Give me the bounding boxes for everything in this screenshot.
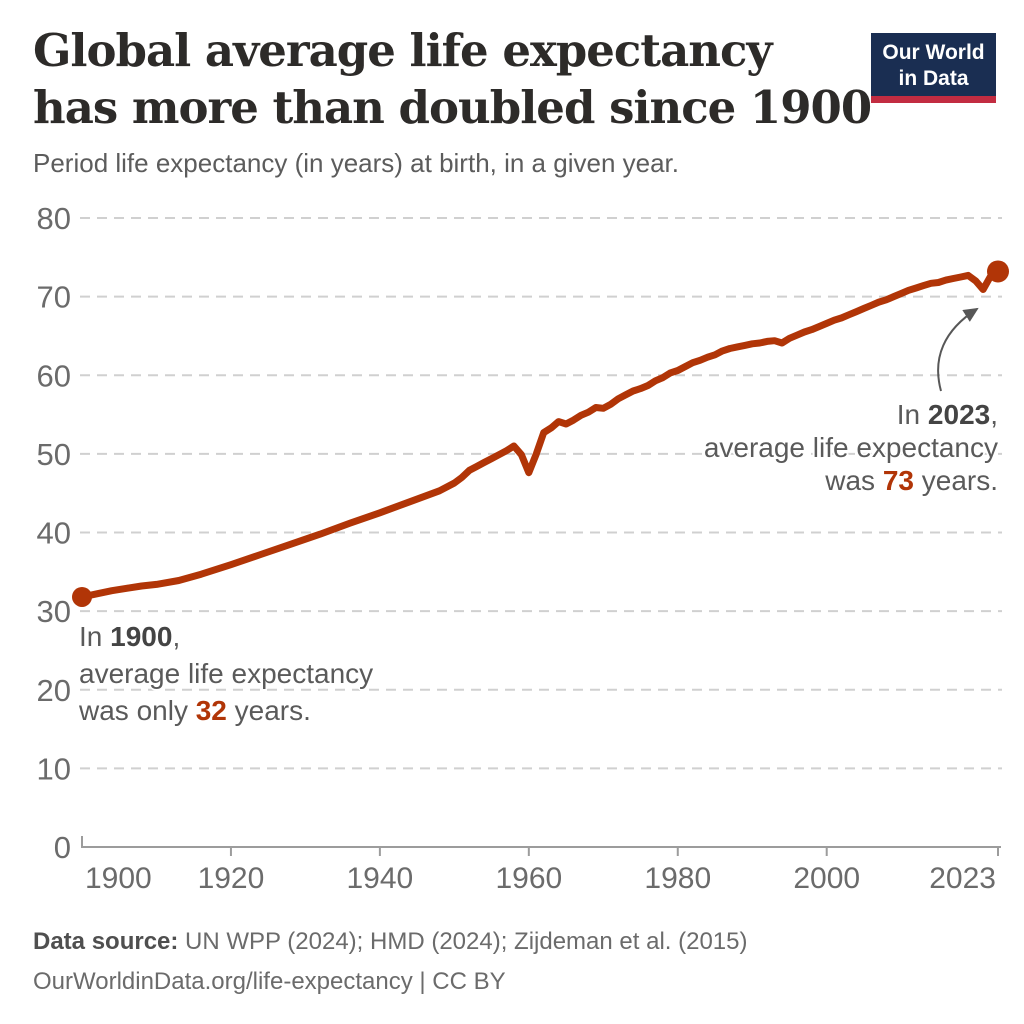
- data-source-line: Data source: UN WPP (2024); HMD (2024); …: [33, 928, 748, 956]
- x-tick-label-1960: 1960: [495, 862, 562, 895]
- attribution-line: OurWorldinData.org/life-expectancy | CC …: [33, 968, 506, 995]
- title-line-2: has more than doubled since 1900: [33, 81, 872, 134]
- y-tick-label-70: 70: [37, 280, 71, 315]
- owid-logo: Our World in Data: [871, 33, 996, 103]
- x-tick-label-2023: 2023: [929, 862, 996, 895]
- title-line-1: Global average life expectancy: [33, 24, 772, 77]
- logo-text-line2: in Data: [898, 67, 969, 90]
- gridlines: [80, 217, 1002, 770]
- axis-tick-labels: 0 10 20 30 40 50 60 70 80 1900 1920 1940 1960 1980 200…: [37, 201, 996, 895]
- y-tick-label-30: 30: [37, 594, 71, 629]
- end-point-2023: [987, 260, 1009, 283]
- annotation-2023-line1: In 2023,: [896, 399, 998, 430]
- annotation-2023-value: 73: [882, 465, 914, 496]
- page-title: Global average life expectancy has more …: [33, 22, 893, 136]
- x-axis: [81, 836, 1001, 856]
- annotation-2023-year: 2023: [927, 399, 991, 430]
- annotation-2023-line3: was 73 years.: [825, 465, 998, 496]
- y-tick-label-20: 20: [37, 673, 71, 708]
- data-series-line: [72, 260, 1009, 607]
- x-tick-label-1920: 1920: [198, 862, 265, 895]
- x-tick-label-2000: 2000: [793, 862, 860, 895]
- y-tick-label-40: 40: [37, 516, 71, 551]
- annotation-2023-line2: average life expectancy: [703, 432, 998, 463]
- y-tick-label-60: 60: [37, 358, 71, 393]
- logo-text-line1: Our World: [882, 41, 985, 64]
- life-expectancy-line: [78, 268, 1002, 601]
- annotation-arrow: [937, 307, 979, 392]
- y-tick-label-10: 10: [37, 751, 71, 786]
- annotation-1900-line1: In 1900,: [79, 621, 181, 652]
- annotation-2023: In 2023, average life expectancy was 73 …: [704, 398, 998, 497]
- annotation-1900: In 1900, average life expectancy was onl…: [79, 618, 373, 729]
- annotation-1900-line2: average life expectancy: [79, 658, 374, 689]
- chart-subtitle: Period life expectancy (in years) at bir…: [33, 148, 679, 178]
- start-point-1900: [72, 586, 92, 607]
- annotation-1900-year: 1900: [110, 621, 173, 652]
- y-tick-label-0: 0: [54, 830, 71, 865]
- data-source-text: UN WPP (2024); HMD (2024); Zijdeman et a…: [178, 928, 748, 955]
- x-tick-label-1900: 1900: [85, 862, 152, 895]
- x-tick-label-1980: 1980: [644, 862, 711, 895]
- data-source-label: Data source:: [33, 928, 179, 955]
- y-tick-label-50: 50: [37, 437, 71, 472]
- annotation-1900-value: 32: [195, 695, 227, 726]
- annotation-1900-line3: was only 32 years.: [79, 695, 311, 726]
- y-tick-label-80: 80: [37, 201, 71, 236]
- x-tick-label-1940: 1940: [347, 862, 414, 895]
